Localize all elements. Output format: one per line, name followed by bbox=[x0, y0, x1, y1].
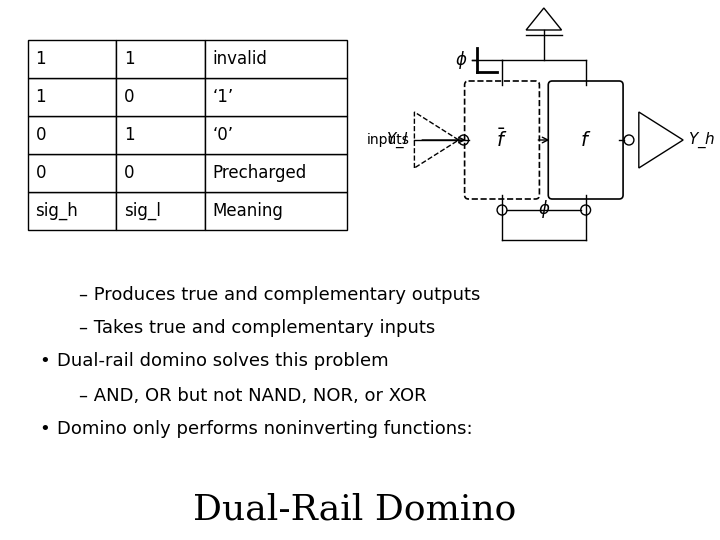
Text: •: • bbox=[40, 420, 50, 438]
Text: 0: 0 bbox=[35, 126, 46, 144]
Text: 1: 1 bbox=[35, 50, 46, 68]
Bar bbox=[116, 116, 204, 154]
Bar bbox=[116, 192, 204, 230]
Bar bbox=[27, 78, 116, 116]
Text: sig_l: sig_l bbox=[124, 202, 161, 220]
Text: Dual-Rail Domino: Dual-Rail Domino bbox=[193, 492, 516, 526]
Bar bbox=[27, 40, 116, 78]
Bar bbox=[116, 78, 204, 116]
Text: •: • bbox=[40, 352, 50, 370]
Bar bbox=[204, 40, 348, 78]
Text: 0: 0 bbox=[124, 164, 135, 182]
Text: – Produces true and complementary outputs: – Produces true and complementary output… bbox=[78, 286, 480, 304]
Bar bbox=[116, 40, 204, 78]
Text: – Takes true and complementary inputs: – Takes true and complementary inputs bbox=[78, 319, 435, 337]
Text: 1: 1 bbox=[124, 126, 135, 144]
Text: $f$: $f$ bbox=[580, 131, 591, 150]
Text: $Y\_l$: $Y\_l$ bbox=[387, 130, 410, 150]
Text: ‘0’: ‘0’ bbox=[212, 126, 234, 144]
Text: Dual-rail domino solves this problem: Dual-rail domino solves this problem bbox=[57, 352, 389, 370]
Text: inputs: inputs bbox=[366, 133, 410, 147]
Text: 1: 1 bbox=[35, 88, 46, 106]
Bar bbox=[204, 154, 348, 192]
Text: Meaning: Meaning bbox=[212, 202, 284, 220]
Text: 0: 0 bbox=[124, 88, 135, 106]
Text: invalid: invalid bbox=[212, 50, 268, 68]
Text: $\phi$: $\phi$ bbox=[538, 198, 550, 220]
FancyBboxPatch shape bbox=[548, 81, 623, 199]
Bar bbox=[204, 116, 348, 154]
Text: sig_h: sig_h bbox=[35, 202, 78, 220]
Text: 0: 0 bbox=[35, 164, 46, 182]
Text: 1: 1 bbox=[124, 50, 135, 68]
Bar bbox=[204, 192, 348, 230]
Bar bbox=[27, 154, 116, 192]
Text: – AND, OR but not NAND, NOR, or XOR: – AND, OR but not NAND, NOR, or XOR bbox=[78, 387, 426, 405]
Text: $Y\_h$: $Y\_h$ bbox=[688, 130, 716, 150]
Bar bbox=[27, 116, 116, 154]
Bar bbox=[27, 192, 116, 230]
Bar bbox=[204, 78, 348, 116]
Text: ‘1’: ‘1’ bbox=[212, 88, 234, 106]
Text: Precharged: Precharged bbox=[212, 164, 307, 182]
Text: $\phi$: $\phi$ bbox=[455, 49, 467, 71]
FancyBboxPatch shape bbox=[464, 81, 539, 199]
Text: Domino only performs noninverting functions:: Domino only performs noninverting functi… bbox=[57, 420, 473, 438]
Text: $\bar{f}$: $\bar{f}$ bbox=[496, 129, 508, 151]
Bar bbox=[116, 154, 204, 192]
